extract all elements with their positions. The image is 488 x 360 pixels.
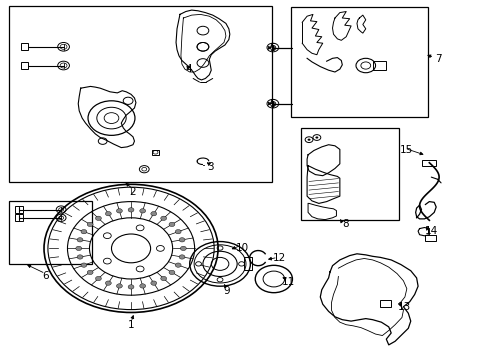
Text: 10: 10 xyxy=(235,243,248,253)
Text: 11: 11 xyxy=(281,276,295,287)
Bar xyxy=(15,214,23,221)
FancyBboxPatch shape xyxy=(21,62,28,69)
Circle shape xyxy=(307,139,310,141)
Text: 2: 2 xyxy=(129,186,136,197)
Bar xyxy=(421,160,435,166)
Circle shape xyxy=(161,276,166,281)
Bar xyxy=(300,128,398,220)
Text: 4: 4 xyxy=(184,64,191,74)
Text: 13: 13 xyxy=(397,302,411,312)
Circle shape xyxy=(169,270,175,275)
Text: 14: 14 xyxy=(424,226,437,236)
Circle shape xyxy=(179,238,184,242)
Text: 1: 1 xyxy=(127,320,134,330)
Text: 12: 12 xyxy=(272,253,286,264)
Circle shape xyxy=(179,255,184,259)
Circle shape xyxy=(175,263,181,267)
Bar xyxy=(425,235,435,241)
Text: 5: 5 xyxy=(268,43,275,53)
Text: 5: 5 xyxy=(268,99,275,109)
Bar xyxy=(380,300,390,307)
Circle shape xyxy=(140,284,145,288)
Text: 6: 6 xyxy=(42,271,49,282)
Text: 9: 9 xyxy=(223,286,229,296)
Circle shape xyxy=(116,209,122,213)
Circle shape xyxy=(116,284,122,288)
Circle shape xyxy=(175,230,181,234)
Circle shape xyxy=(77,238,83,242)
Bar xyxy=(151,150,159,155)
Circle shape xyxy=(87,270,93,275)
Bar xyxy=(9,201,92,264)
FancyBboxPatch shape xyxy=(21,43,28,50)
Circle shape xyxy=(128,208,134,212)
Circle shape xyxy=(105,281,111,285)
Circle shape xyxy=(95,276,101,281)
Circle shape xyxy=(95,216,101,220)
Circle shape xyxy=(76,246,81,251)
Text: 7: 7 xyxy=(434,54,441,64)
Bar xyxy=(372,61,386,70)
Text: 3: 3 xyxy=(206,162,213,172)
Circle shape xyxy=(150,212,156,216)
Bar xyxy=(290,7,427,117)
Circle shape xyxy=(128,285,134,289)
Text: 8: 8 xyxy=(342,219,348,229)
Circle shape xyxy=(150,281,156,285)
Circle shape xyxy=(87,222,93,226)
Circle shape xyxy=(105,212,111,216)
Circle shape xyxy=(180,246,186,251)
Circle shape xyxy=(81,230,87,234)
Circle shape xyxy=(315,136,318,139)
Circle shape xyxy=(77,255,83,259)
Text: 15: 15 xyxy=(399,145,413,156)
Circle shape xyxy=(81,263,87,267)
Bar xyxy=(9,6,271,182)
Circle shape xyxy=(169,222,175,226)
Circle shape xyxy=(140,209,145,213)
Bar xyxy=(15,206,23,213)
Circle shape xyxy=(161,216,166,220)
